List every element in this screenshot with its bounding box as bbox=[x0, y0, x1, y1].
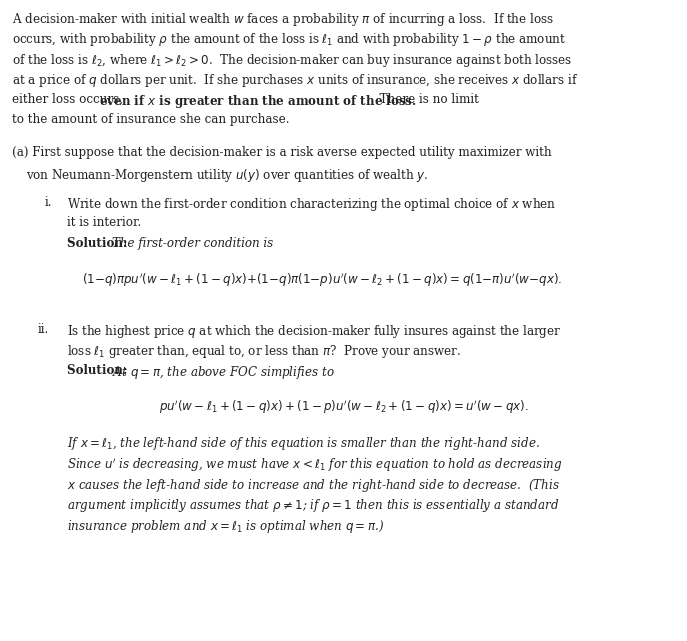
Text: Since $u'$ is decreasing, we must have $x < \ell_1$ for this equation to hold as: Since $u'$ is decreasing, we must have $… bbox=[67, 456, 563, 474]
Text: argument implicitly assumes that $\rho \neq 1$; if $\rho = 1$ then this is essen: argument implicitly assumes that $\rho \… bbox=[67, 497, 560, 514]
Text: von Neumann-Morgenstern utility $u(y)$ over quantities of wealth $y$.: von Neumann-Morgenstern utility $u(y)$ o… bbox=[26, 167, 429, 184]
Text: (a) First suppose that the decision-maker is a risk averse expected utility maxi: (a) First suppose that the decision-make… bbox=[12, 146, 552, 159]
Text: loss $\ell_1$ greater than, equal to, or less than $\pi$?  Prove your answer.: loss $\ell_1$ greater than, equal to, or… bbox=[67, 343, 461, 360]
Text: A decision-maker with initial wealth $w$ faces a probability $\pi$ of incurring : A decision-maker with initial wealth $w$… bbox=[12, 11, 554, 28]
Text: Solution:: Solution: bbox=[67, 237, 132, 249]
Text: $(1{-}q)\pi p u'(w - \ell_1 + (1-q)x){+}(1{-}q)\pi(1{-}p)u'(w - \ell_2 + (1-q)x): $(1{-}q)\pi p u'(w - \ell_1 + (1-q)x){+}… bbox=[82, 271, 563, 289]
Text: The first-order condition is: The first-order condition is bbox=[112, 237, 273, 249]
Text: of the loss is $\ell_2$, where $\ell_1 > \ell_2 > 0$.  The decision-maker can bu: of the loss is $\ell_2$, where $\ell_1 >… bbox=[12, 52, 572, 69]
Text: even if $x$ is greater than the amount of the loss.: even if $x$ is greater than the amount o… bbox=[99, 93, 417, 110]
Text: to the amount of insurance she can purchase.: to the amount of insurance she can purch… bbox=[12, 113, 290, 126]
Text: $p u'(w - \ell_1 + (1-q)x) + (1-p)u'(w - \ell_2 + (1-q)x) = u'(w - qx).$: $p u'(w - \ell_1 + (1-q)x) + (1-p)u'(w -… bbox=[159, 399, 528, 416]
Text: ii.: ii. bbox=[38, 322, 49, 336]
Text: There is no limit: There is no limit bbox=[372, 93, 479, 106]
Text: it is interior.: it is interior. bbox=[67, 216, 142, 229]
Text: If $x = \ell_1$, the left-hand side of this equation is smaller than the right-h: If $x = \ell_1$, the left-hand side of t… bbox=[67, 435, 540, 453]
Text: $x$ causes the left-hand side to increase and the right-hand side to decrease.  : $x$ causes the left-hand side to increas… bbox=[67, 476, 561, 494]
Text: at a price of $q$ dollars per unit.  If she purchases $x$ units of insurance, sh: at a price of $q$ dollars per unit. If s… bbox=[12, 72, 578, 90]
Text: i.: i. bbox=[45, 196, 52, 208]
Text: At $q = \pi$, the above FOC simplifies to: At $q = \pi$, the above FOC simplifies t… bbox=[112, 363, 335, 381]
Text: occurs, with probability $\rho$ the amount of the loss is $\ell_1$ and with prob: occurs, with probability $\rho$ the amou… bbox=[12, 31, 566, 49]
Text: insurance problem and $x = \ell_1$ is optimal when $q = \pi$.): insurance problem and $x = \ell_1$ is op… bbox=[67, 517, 385, 535]
Text: Write down the first-order condition characterizing the optimal choice of $x$ wh: Write down the first-order condition cha… bbox=[67, 196, 556, 213]
Text: Solution:: Solution: bbox=[67, 363, 132, 377]
Text: either loss occurs,: either loss occurs, bbox=[12, 93, 127, 106]
Text: Is the highest price $q$ at which the decision-maker fully insures against the l: Is the highest price $q$ at which the de… bbox=[67, 322, 561, 340]
